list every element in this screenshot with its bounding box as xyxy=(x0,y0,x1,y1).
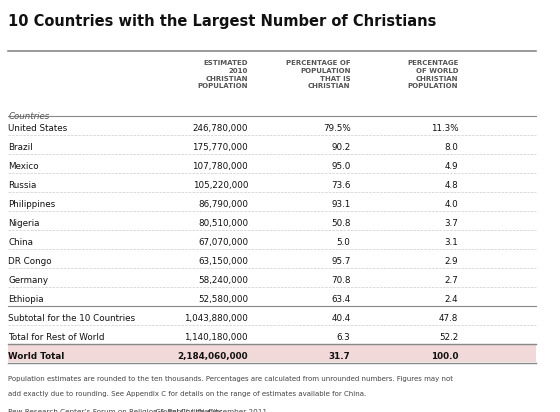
Text: 2.7: 2.7 xyxy=(445,276,458,285)
Text: Nigeria: Nigeria xyxy=(8,219,40,228)
Text: PERCENTAGE OF
POPULATION
THAT IS
CHRISTIAN: PERCENTAGE OF POPULATION THAT IS CHRISTI… xyxy=(286,60,351,89)
Text: 5.0: 5.0 xyxy=(337,238,351,247)
Text: 3.7: 3.7 xyxy=(445,219,458,228)
Text: 10 Countries with the Largest Number of Christians: 10 Countries with the Largest Number of … xyxy=(8,14,437,28)
Text: Mexico: Mexico xyxy=(8,162,39,171)
Text: World Total: World Total xyxy=(8,352,64,361)
Text: 86,790,000: 86,790,000 xyxy=(198,200,248,209)
Text: 47.8: 47.8 xyxy=(439,314,458,323)
Text: PERCENTAGE
OF WORLD
CHRISTIAN
POPULATION: PERCENTAGE OF WORLD CHRISTIAN POPULATION xyxy=(407,60,458,89)
Text: 1,140,180,000: 1,140,180,000 xyxy=(184,333,248,342)
Text: 90.2: 90.2 xyxy=(332,143,351,152)
Text: 67,070,000: 67,070,000 xyxy=(198,238,248,247)
Text: 80,510,000: 80,510,000 xyxy=(198,219,248,228)
Text: 95.7: 95.7 xyxy=(331,257,351,266)
Text: China: China xyxy=(8,238,33,247)
Text: 2.9: 2.9 xyxy=(445,257,458,266)
Text: 8.0: 8.0 xyxy=(445,143,458,152)
Text: 2,184,060,000: 2,184,060,000 xyxy=(178,352,248,361)
Text: Subtotal for the 10 Countries: Subtotal for the 10 Countries xyxy=(8,314,136,323)
Text: Russia: Russia xyxy=(8,181,36,190)
Text: Philippines: Philippines xyxy=(8,200,55,209)
Text: Brazil: Brazil xyxy=(8,143,33,152)
Text: 93.1: 93.1 xyxy=(332,200,351,209)
Text: 11.3%: 11.3% xyxy=(431,124,458,133)
Text: 246,780,000: 246,780,000 xyxy=(193,124,248,133)
Text: 31.7: 31.7 xyxy=(329,352,351,361)
Text: 52,580,000: 52,580,000 xyxy=(198,295,248,304)
Text: 63.4: 63.4 xyxy=(332,295,351,304)
Text: DR Congo: DR Congo xyxy=(8,257,52,266)
Text: add exactly due to rounding. See Appendix C for details on the range of estimate: add exactly due to rounding. See Appendi… xyxy=(8,391,366,397)
Text: 73.6: 73.6 xyxy=(331,181,351,190)
Text: 1,043,880,000: 1,043,880,000 xyxy=(184,314,248,323)
Text: Germany: Germany xyxy=(8,276,48,285)
Text: 50.8: 50.8 xyxy=(331,219,351,228)
Text: United States: United States xyxy=(8,124,67,133)
Text: 70.8: 70.8 xyxy=(331,276,351,285)
Text: 175,770,000: 175,770,000 xyxy=(192,143,248,152)
Text: 63,150,000: 63,150,000 xyxy=(198,257,248,266)
Text: Population estimates are rounded to the ten thousands. Percentages are calculate: Population estimates are rounded to the … xyxy=(8,376,453,382)
Text: 95.0: 95.0 xyxy=(331,162,351,171)
Text: Total for Rest of World: Total for Rest of World xyxy=(8,333,105,342)
Text: 52.2: 52.2 xyxy=(439,333,458,342)
Text: 4.8: 4.8 xyxy=(445,181,458,190)
Text: Ethiopia: Ethiopia xyxy=(8,295,44,304)
Text: Countries: Countries xyxy=(8,112,49,121)
Text: 2.4: 2.4 xyxy=(445,295,458,304)
Text: 100.0: 100.0 xyxy=(431,352,458,361)
Text: Pew Research Center’s Forum on Religion & Public Life •: Pew Research Center’s Forum on Religion … xyxy=(8,409,214,412)
Text: Global Christianity: Global Christianity xyxy=(155,409,222,412)
Text: 107,780,000: 107,780,000 xyxy=(192,162,248,171)
Text: ESTIMATED
2010
CHRISTIAN
POPULATION: ESTIMATED 2010 CHRISTIAN POPULATION xyxy=(198,60,248,89)
Text: 4.0: 4.0 xyxy=(445,200,458,209)
Text: 40.4: 40.4 xyxy=(332,314,351,323)
Text: 58,240,000: 58,240,000 xyxy=(198,276,248,285)
Text: 3.1: 3.1 xyxy=(445,238,458,247)
Text: 6.3: 6.3 xyxy=(337,333,351,342)
Text: , December 2011: , December 2011 xyxy=(204,409,267,412)
Text: 4.9: 4.9 xyxy=(445,162,458,171)
Text: 79.5%: 79.5% xyxy=(323,124,351,133)
Text: 105,220,000: 105,220,000 xyxy=(193,181,248,190)
FancyBboxPatch shape xyxy=(8,344,536,363)
